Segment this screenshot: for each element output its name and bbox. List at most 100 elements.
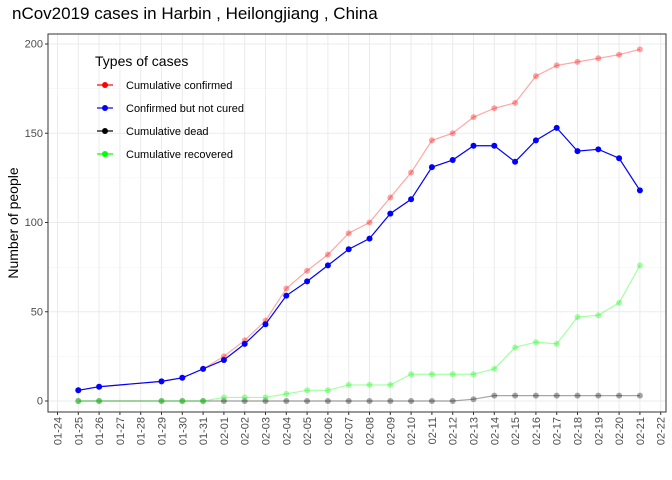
data-point-cumulative-recovered <box>220 394 227 401</box>
data-point-cumulative-confirmed <box>595 55 602 62</box>
y-tick-label: 0 <box>37 396 43 408</box>
data-point-cumulative-confirmed <box>387 194 394 201</box>
data-point-confirmed-but-not-cured <box>345 246 352 253</box>
x-tick-label: 02-01 <box>219 417 231 445</box>
data-point-cumulative-recovered <box>616 299 623 306</box>
data-point-cumulative-confirmed <box>616 51 623 58</box>
x-tick-label: 02-16 <box>531 417 543 445</box>
data-point-confirmed-but-not-cured <box>304 278 311 285</box>
data-point-cumulative-recovered <box>200 398 207 404</box>
data-point-cumulative-recovered <box>636 262 643 269</box>
y-tick-label: 50 <box>31 306 43 318</box>
data-point-cumulative-recovered <box>574 314 581 321</box>
data-point-cumulative-confirmed <box>428 137 435 144</box>
data-point-confirmed-but-not-cured <box>241 340 248 347</box>
x-tick-label: 01-29 <box>157 417 169 445</box>
x-tick-label: 02-03 <box>261 417 273 445</box>
data-point-confirmed-but-not-cured <box>595 146 602 153</box>
data-point-cumulative-dead <box>387 398 394 404</box>
data-point-cumulative-recovered <box>283 390 290 397</box>
data-point-confirmed-but-not-cured <box>75 387 82 394</box>
x-tick-label: 01-28 <box>136 417 148 445</box>
data-point-cumulative-dead <box>158 398 165 404</box>
data-point-confirmed-but-not-cured <box>200 365 207 372</box>
legend-key-point <box>102 128 108 134</box>
data-point-cumulative-recovered <box>75 398 82 404</box>
x-tick-label: 02-05 <box>302 417 314 445</box>
data-point-cumulative-confirmed <box>512 99 519 106</box>
legend-key-point <box>102 151 108 157</box>
data-point-cumulative-recovered <box>304 387 311 394</box>
data-point-cumulative-recovered <box>179 398 186 404</box>
data-point-cumulative-dead <box>574 392 581 399</box>
data-point-cumulative-confirmed <box>574 58 581 65</box>
x-tick-label: 02-02 <box>240 417 252 445</box>
x-tick-label: 02-22 <box>656 417 668 445</box>
x-tick-label: 02-17 <box>552 417 564 445</box>
x-tick-label: 02-09 <box>385 417 397 445</box>
data-point-cumulative-recovered <box>324 387 331 394</box>
data-point-cumulative-recovered <box>241 394 248 401</box>
data-point-cumulative-dead <box>262 398 269 404</box>
legend-label: Cumulative recovered <box>126 149 233 161</box>
data-point-cumulative-confirmed <box>491 105 498 112</box>
data-point-cumulative-recovered <box>512 344 519 351</box>
data-point-cumulative-dead <box>408 398 415 404</box>
data-point-cumulative-confirmed <box>636 46 643 53</box>
data-point-confirmed-but-not-cured <box>512 158 519 165</box>
legend-title: Types of cases <box>95 53 188 69</box>
data-point-cumulative-dead <box>200 398 207 404</box>
data-point-cumulative-recovered <box>262 394 269 401</box>
data-point-confirmed-but-not-cured <box>158 378 165 385</box>
data-point-confirmed-but-not-cured <box>636 187 643 194</box>
chart-title: nCov2019 cases in Harbin , Heilongjiang … <box>12 4 378 23</box>
y-tick-label: 200 <box>25 39 43 51</box>
data-point-cumulative-dead <box>532 392 539 399</box>
data-point-cumulative-dead <box>304 398 311 404</box>
legend-label: Cumulative dead <box>126 126 209 138</box>
data-point-cumulative-recovered <box>366 381 373 388</box>
data-point-cumulative-recovered <box>158 398 165 404</box>
x-tick-label: 02-21 <box>635 417 647 445</box>
data-point-confirmed-but-not-cured <box>387 210 394 217</box>
data-point-cumulative-confirmed <box>366 219 373 226</box>
data-point-cumulative-dead <box>179 398 186 404</box>
data-point-confirmed-but-not-cured <box>324 262 331 269</box>
data-point-confirmed-but-not-cured <box>616 155 623 162</box>
x-tick-label: 02-12 <box>448 417 460 445</box>
data-point-cumulative-dead <box>324 398 331 404</box>
data-point-confirmed-but-not-cured <box>366 235 373 242</box>
data-point-confirmed-but-not-cured <box>96 383 103 390</box>
x-tick-label: 02-11 <box>427 417 439 444</box>
data-point-cumulative-recovered <box>470 371 477 378</box>
data-point-confirmed-but-not-cured <box>449 157 456 164</box>
data-point-cumulative-recovered <box>553 340 560 347</box>
x-tick-label: 02-10 <box>406 417 418 445</box>
data-point-cumulative-recovered <box>387 381 394 388</box>
data-point-cumulative-dead <box>491 392 498 399</box>
legend-label: Confirmed but not cured <box>126 103 244 115</box>
legend-key-point <box>102 82 108 88</box>
data-point-cumulative-confirmed <box>470 114 477 121</box>
x-tick-label: 02-19 <box>593 417 605 445</box>
x-tick-label: 02-14 <box>489 417 501 445</box>
data-point-confirmed-but-not-cured <box>574 148 581 155</box>
series-line-confirmed-but-not-cured <box>78 127 641 391</box>
x-tick-label: 02-07 <box>344 417 356 445</box>
data-point-confirmed-but-not-cured <box>408 196 415 203</box>
data-point-cumulative-dead <box>428 398 435 404</box>
x-tick-label: 02-15 <box>510 417 522 445</box>
data-point-cumulative-dead <box>220 398 227 404</box>
data-point-cumulative-dead <box>75 398 82 404</box>
y-tick-label: 100 <box>25 217 43 229</box>
data-point-confirmed-but-not-cured <box>532 137 539 144</box>
data-point-cumulative-recovered <box>345 381 352 388</box>
data-point-cumulative-confirmed <box>345 230 352 237</box>
data-point-cumulative-recovered <box>96 398 103 404</box>
data-point-cumulative-dead <box>595 392 602 399</box>
legend-label: Cumulative confirmed <box>126 80 232 92</box>
data-point-cumulative-recovered <box>408 371 415 378</box>
data-point-confirmed-but-not-cured <box>179 374 186 381</box>
data-point-cumulative-recovered <box>595 312 602 319</box>
data-point-cumulative-dead <box>553 392 560 399</box>
